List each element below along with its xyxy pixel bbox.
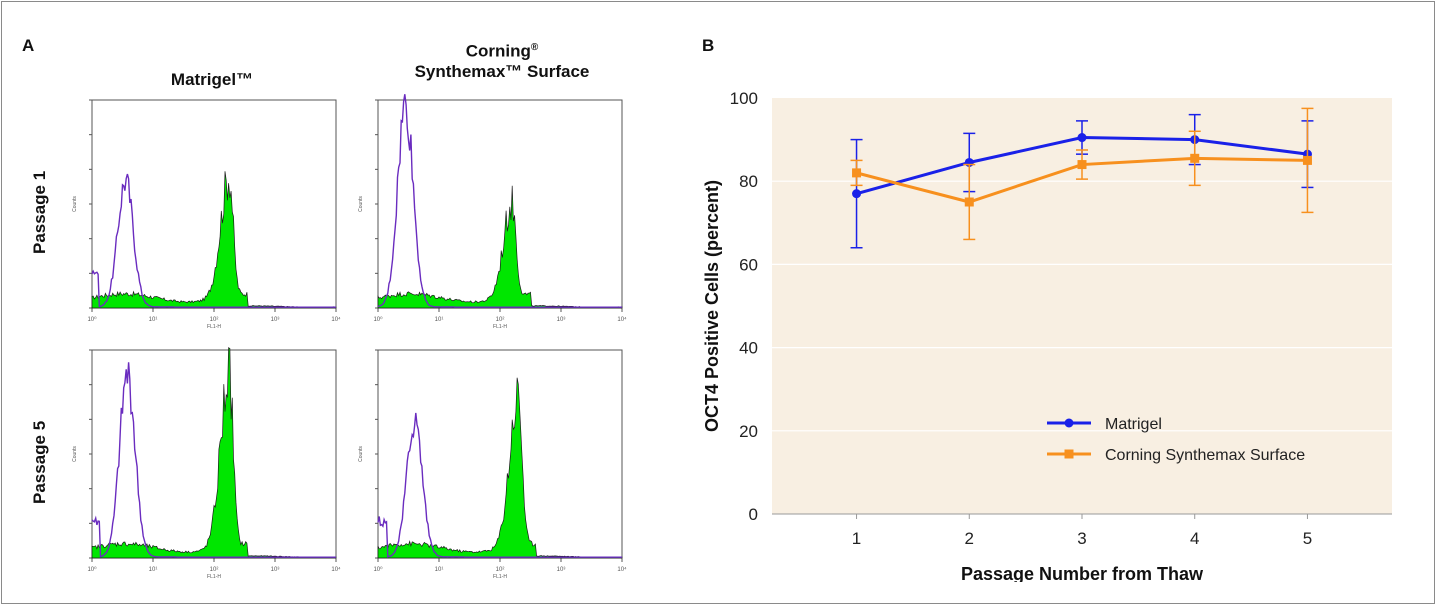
row-title-passage-5: Passage 5 bbox=[30, 420, 49, 504]
legend-marker bbox=[1064, 449, 1074, 459]
legend-item-1: Corning Synthemax Surface bbox=[1047, 447, 1305, 464]
x-tick-label: 10¹ bbox=[435, 567, 444, 573]
x-tick-label: 10¹ bbox=[435, 317, 444, 323]
x-axis-label: FL1-H bbox=[207, 324, 221, 330]
y-tick-label: 0 bbox=[749, 505, 758, 524]
y-axis-label: Counts bbox=[72, 196, 78, 212]
y-tick-label: 80 bbox=[739, 172, 758, 191]
x-tick-label: 3 bbox=[1077, 529, 1086, 548]
x-tick-label: 10⁰ bbox=[87, 316, 97, 323]
x-tick-label: 10⁰ bbox=[87, 566, 97, 573]
series-1-point bbox=[852, 168, 862, 178]
x-axis-label: FL1-H bbox=[493, 324, 507, 330]
legend-item-0: Matrigel bbox=[1047, 416, 1162, 433]
series-0-point bbox=[1077, 133, 1087, 143]
column-title-corning-text: Corning bbox=[465, 41, 531, 61]
x-tick-label: 1 bbox=[852, 529, 861, 548]
x-tick-label: 10⁴ bbox=[331, 316, 341, 323]
x-tick-label: 4 bbox=[1190, 529, 1199, 548]
histogram-passage-5-matrigel: 10⁰ 10¹ 10² 10³ 10⁴ FL1-H Counts bbox=[72, 347, 341, 580]
y-tick-label: 40 bbox=[739, 339, 758, 358]
x-tick-label: 10⁰ bbox=[373, 316, 383, 323]
x-tick-label: 10² bbox=[210, 567, 219, 573]
x-tick-label: 10³ bbox=[271, 317, 280, 323]
column-title-matrigel-text: Matrigel™ bbox=[170, 70, 254, 89]
y-axis-label: Counts bbox=[358, 196, 364, 212]
x-tick-label: 5 bbox=[1303, 529, 1312, 548]
series-1-point bbox=[964, 197, 974, 207]
column-title-matrigel: Matrigel™ bbox=[112, 70, 312, 90]
y-tick-label: 60 bbox=[739, 255, 758, 274]
legend-marker bbox=[1064, 418, 1074, 428]
control-histogram-line bbox=[91, 173, 336, 308]
control-histogram-line bbox=[91, 362, 336, 558]
histogram-passage-1-synthemax: 10⁰ 10¹ 10² 10³ 10⁴ FL1-H Counts bbox=[358, 94, 627, 330]
column-title-synthemax: Corning® Synthemax™ Surface bbox=[382, 38, 622, 82]
x-tick-label: 10¹ bbox=[149, 317, 158, 323]
x-tick-label: 10⁴ bbox=[617, 566, 627, 573]
y-axis-title: OCT4 Positive Cells (percent) bbox=[702, 180, 722, 432]
x-tick-label: 10² bbox=[210, 317, 219, 323]
series-0-point bbox=[852, 189, 862, 199]
legend-label: Corning Synthemax Surface bbox=[1105, 447, 1305, 464]
x-tick-label: 10¹ bbox=[149, 567, 158, 573]
x-tick-label: 10⁴ bbox=[617, 316, 627, 323]
x-axis-title: Passage Number from Thaw bbox=[961, 564, 1204, 582]
control-histogram-line bbox=[377, 412, 622, 558]
x-tick-label: 10² bbox=[496, 567, 505, 573]
y-tick-label: 100 bbox=[730, 89, 758, 108]
x-tick-label: 10³ bbox=[557, 317, 566, 323]
x-tick-label: 10⁰ bbox=[373, 566, 383, 573]
x-axis-label: FL1-H bbox=[207, 574, 221, 580]
x-axis-label: FL1-H bbox=[493, 574, 507, 580]
registered-mark: ® bbox=[530, 42, 539, 53]
x-tick-label: 10⁴ bbox=[331, 566, 341, 573]
column-title-corning: Corning® bbox=[382, 38, 622, 62]
series-1-point bbox=[1302, 155, 1312, 165]
column-title-synthemax-text: Synthemax™ Surface bbox=[414, 61, 590, 81]
x-tick-label: 10³ bbox=[271, 567, 280, 573]
histogram-passage-1-matrigel: 10⁰ 10¹ 10² 10³ 10⁴ FL1-H Counts bbox=[72, 99, 341, 330]
legend-label: Matrigel bbox=[1105, 416, 1162, 433]
histogram-frame bbox=[377, 349, 623, 559]
panel-b-letter: B bbox=[702, 36, 715, 55]
y-axis-label: Counts bbox=[72, 446, 78, 462]
x-tick-label: 10³ bbox=[557, 567, 566, 573]
series-1-point bbox=[1077, 160, 1087, 170]
panel-a-letter: A bbox=[22, 36, 35, 55]
x-tick-label: 2 bbox=[965, 529, 974, 548]
y-axis-label: Counts bbox=[358, 446, 364, 462]
histogram-frame bbox=[91, 99, 337, 309]
oct4-line-chart: 0 20 40 60 80 100 1 2 3 4 5 Passage Number from Tha… bbox=[702, 89, 1392, 582]
histogram-passage-5-synthemax: 10⁰ 10¹ 10² 10³ 10⁴ FL1-H Counts bbox=[358, 349, 627, 580]
control-histogram-line bbox=[377, 94, 622, 308]
row-title-passage-1: Passage 1 bbox=[30, 170, 49, 254]
series-1-point bbox=[1190, 153, 1200, 163]
y-tick-label: 20 bbox=[739, 422, 758, 441]
x-tick-label: 10² bbox=[496, 317, 505, 323]
